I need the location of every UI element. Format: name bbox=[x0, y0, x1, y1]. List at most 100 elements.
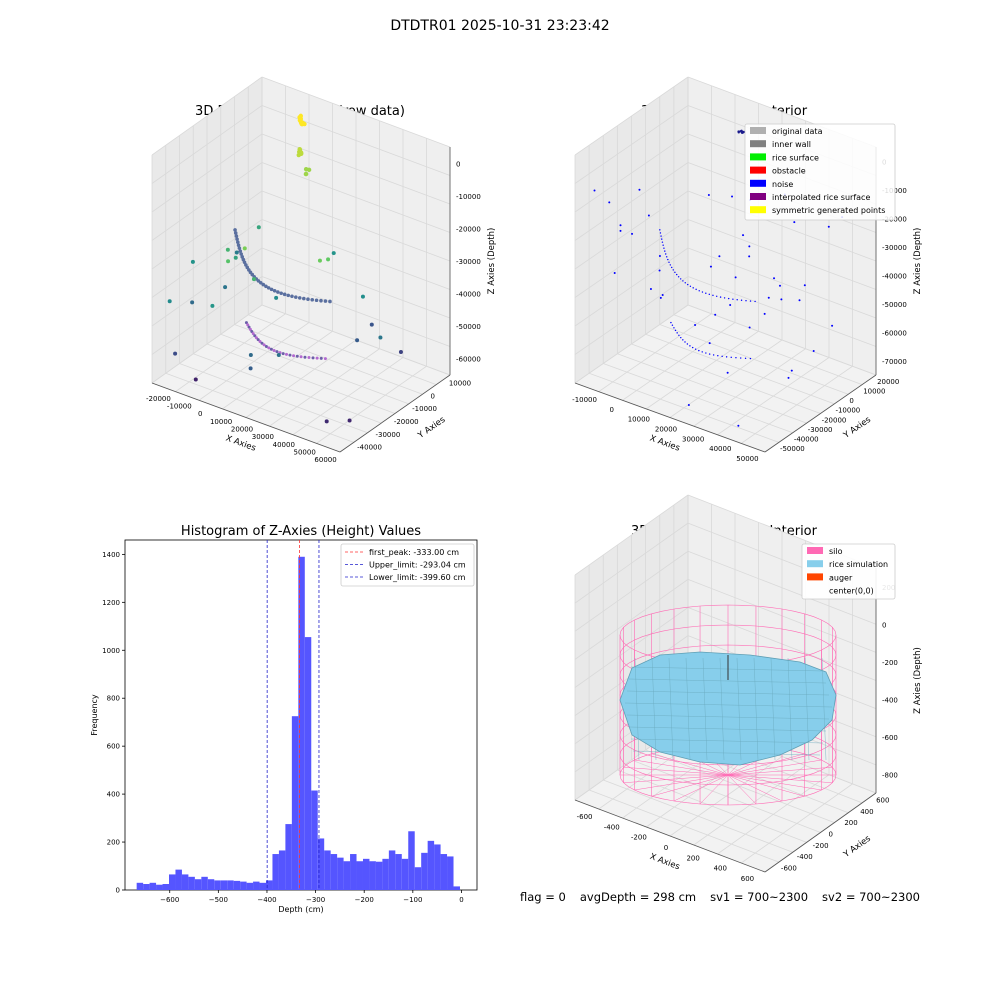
rice-mesh-line bbox=[719, 657, 725, 761]
p2-noise-point bbox=[716, 295, 718, 297]
p2-x-label: X Axies bbox=[648, 434, 681, 454]
p1-grid-line bbox=[261, 76, 451, 148]
p1-data-point bbox=[258, 339, 262, 343]
p4-x-axis-line bbox=[574, 799, 766, 873]
rice-mesh-line bbox=[685, 657, 691, 761]
silo-floor-wire bbox=[727, 774, 822, 791]
histogram-bar bbox=[298, 556, 305, 890]
p1-data-point bbox=[276, 352, 281, 357]
p2-noise-point bbox=[661, 293, 664, 296]
p2-noise-point bbox=[714, 313, 717, 316]
p2-noise-point bbox=[668, 261, 670, 263]
p1-z-tick: -40000 bbox=[456, 291, 481, 299]
p2-noise-point bbox=[831, 324, 834, 327]
p1-data-point bbox=[331, 251, 336, 256]
p2-noise-point bbox=[725, 356, 728, 358]
p4-x-tick: -200 bbox=[631, 834, 647, 842]
p4-z-tick: -400 bbox=[882, 696, 898, 704]
p2-grid-line bbox=[741, 365, 853, 444]
p2-noise-point bbox=[748, 245, 751, 248]
histogram-bar bbox=[324, 850, 331, 890]
p2-noise-point bbox=[638, 188, 641, 191]
p1-y-axis-line bbox=[339, 374, 451, 453]
p1-data-point bbox=[303, 171, 309, 177]
simulation-3d-plot: -600-400-20002004006006004002000-200-400… bbox=[574, 494, 923, 883]
histogram-bar bbox=[330, 854, 338, 890]
p2-z-tick: -60000 bbox=[882, 329, 907, 337]
p2-noise-point bbox=[659, 296, 662, 299]
p1-data-point bbox=[167, 299, 172, 304]
p1-grid-line bbox=[269, 348, 380, 427]
silo-floor-wire bbox=[634, 759, 729, 776]
rice-mesh-line bbox=[630, 666, 824, 672]
p1-data-point bbox=[264, 344, 268, 348]
p2-legend-swatch bbox=[750, 140, 766, 148]
histogram-bar bbox=[421, 852, 428, 890]
p1-data-point bbox=[256, 338, 260, 342]
p2-noise-point bbox=[712, 294, 714, 297]
p1-data-point bbox=[299, 355, 303, 359]
p1-data-point bbox=[226, 259, 231, 264]
silo-floor-wire bbox=[651, 774, 729, 797]
histogram-bar bbox=[427, 840, 435, 890]
p2-noise-point bbox=[748, 255, 751, 258]
p2-noise-point bbox=[667, 258, 669, 261]
p1-data-point bbox=[233, 228, 237, 232]
histogram-x-tick: −500 bbox=[209, 896, 228, 904]
histogram-bar bbox=[156, 884, 163, 890]
p2-noise-point bbox=[729, 303, 732, 306]
p1-data-point bbox=[297, 146, 302, 152]
p1-y-tick: 0 bbox=[431, 392, 435, 400]
histogram-bar bbox=[317, 838, 325, 890]
p1-data-point bbox=[398, 350, 403, 355]
p2-noise-point bbox=[739, 130, 742, 133]
silo-floor-wire bbox=[727, 774, 833, 784]
p1-data-point bbox=[190, 259, 195, 264]
p1-data-point bbox=[276, 290, 280, 294]
p2-noise-point bbox=[665, 253, 667, 255]
p2-noise-point bbox=[671, 266, 673, 269]
p2-noise-point bbox=[694, 348, 697, 350]
p1-data-point bbox=[244, 321, 248, 325]
histogram-bar bbox=[259, 882, 266, 890]
p1-data-point bbox=[238, 249, 243, 253]
p2-noise-point bbox=[689, 345, 691, 347]
p2-grid-line bbox=[687, 190, 877, 262]
p2-noise-point bbox=[712, 354, 715, 356]
histogram-x-tick: −100 bbox=[403, 896, 422, 904]
p2-noise-point bbox=[727, 297, 730, 300]
p1-data-point bbox=[323, 357, 327, 361]
p1-data-point bbox=[281, 352, 285, 356]
histogram-x-tick: −600 bbox=[160, 896, 179, 904]
p4-x-tick: 600 bbox=[741, 875, 754, 883]
p2-x-axis-line bbox=[574, 382, 766, 453]
p2-noise-point bbox=[754, 300, 756, 303]
p4-z-tick: -600 bbox=[882, 734, 898, 742]
p1-data-point bbox=[247, 325, 251, 329]
p1-z-tick: -10000 bbox=[456, 193, 481, 201]
p1-data-point bbox=[223, 285, 228, 290]
p1-grid-line bbox=[316, 365, 427, 444]
p1-grid-line bbox=[292, 357, 404, 436]
p2-y-tick: -10000 bbox=[835, 407, 860, 415]
p2-grid-line bbox=[673, 314, 863, 386]
p2-noise-point bbox=[705, 292, 707, 294]
p1-data-point bbox=[237, 246, 242, 250]
p1-data-point bbox=[235, 237, 239, 241]
p1-data-point bbox=[256, 225, 261, 230]
histogram-bar bbox=[162, 884, 169, 890]
p2-legend-label: obstacle bbox=[772, 167, 806, 176]
p2-noise-point bbox=[687, 283, 689, 286]
p1-data-point bbox=[314, 298, 319, 303]
p2-grid-line bbox=[574, 190, 689, 270]
histogram-bar bbox=[356, 861, 363, 890]
p2-noise-point bbox=[707, 193, 710, 196]
p2-grid-line bbox=[574, 162, 689, 241]
p1-grid-line bbox=[261, 133, 451, 205]
p2-noise-point bbox=[812, 350, 815, 353]
silo-floor-wire bbox=[727, 774, 757, 805]
p1-data-point bbox=[310, 297, 315, 302]
p4-legend: silo rice simulation auger center(0,0) bbox=[801, 543, 896, 600]
p2-noise-point bbox=[608, 201, 611, 204]
p2-noise-point bbox=[744, 357, 747, 360]
